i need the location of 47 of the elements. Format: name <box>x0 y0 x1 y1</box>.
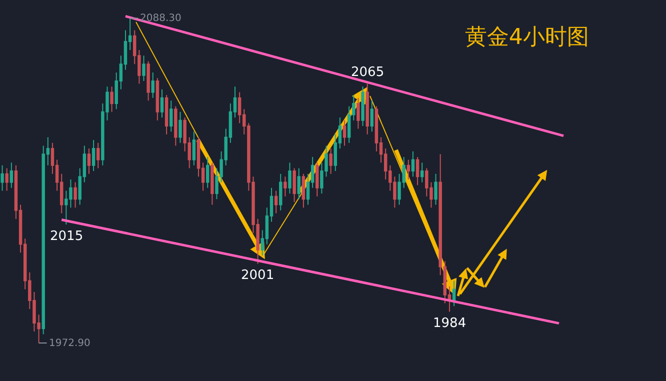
annotation: 1984 <box>433 316 466 331</box>
annotation: 2001 <box>241 268 274 283</box>
candlestick <box>274 190 278 214</box>
candlestick <box>279 173 282 211</box>
candlestick <box>302 173 306 208</box>
annotation: 2065 <box>351 65 384 80</box>
candlestick <box>370 100 374 132</box>
candlestick <box>292 168 296 202</box>
candlestick <box>170 100 173 132</box>
candlestick <box>92 140 96 172</box>
candlestick <box>434 173 438 206</box>
candlestick <box>366 83 369 135</box>
candlestick <box>192 131 196 166</box>
candlestick <box>160 88 164 118</box>
candlestick <box>87 148 91 174</box>
annotation: 1972.90 <box>49 338 90 349</box>
annotation: 2015 <box>50 229 84 244</box>
candlestick <box>406 159 410 180</box>
candlestick <box>164 94 168 135</box>
candlestick <box>420 162 424 183</box>
annotation: 2088.30 <box>140 13 182 24</box>
candlestick <box>284 176 287 197</box>
candlestick <box>151 72 154 98</box>
candlestick <box>329 148 332 174</box>
candlestick <box>110 86 114 112</box>
candlestick <box>411 150 415 178</box>
candlestick <box>316 162 319 197</box>
candlestick <box>416 156 420 186</box>
candlestick <box>10 162 14 188</box>
candlestick <box>0 164 4 192</box>
candlestick <box>178 111 182 144</box>
candlestick <box>174 106 178 146</box>
candlestick <box>96 142 100 169</box>
candlestick <box>146 60 150 102</box>
candlestick <box>142 55 146 82</box>
candlestick <box>5 168 8 192</box>
candlestick <box>361 86 364 126</box>
candlestick <box>288 162 292 194</box>
candlestick <box>210 162 214 206</box>
candlestick <box>356 97 360 130</box>
candlestick <box>297 168 300 200</box>
candlestick <box>342 120 346 146</box>
candlestick <box>156 78 160 121</box>
candlestick <box>452 280 456 307</box>
candlestick <box>206 156 210 188</box>
chart-title: 黄金4小时图 <box>464 24 589 50</box>
candlestick <box>74 182 77 208</box>
